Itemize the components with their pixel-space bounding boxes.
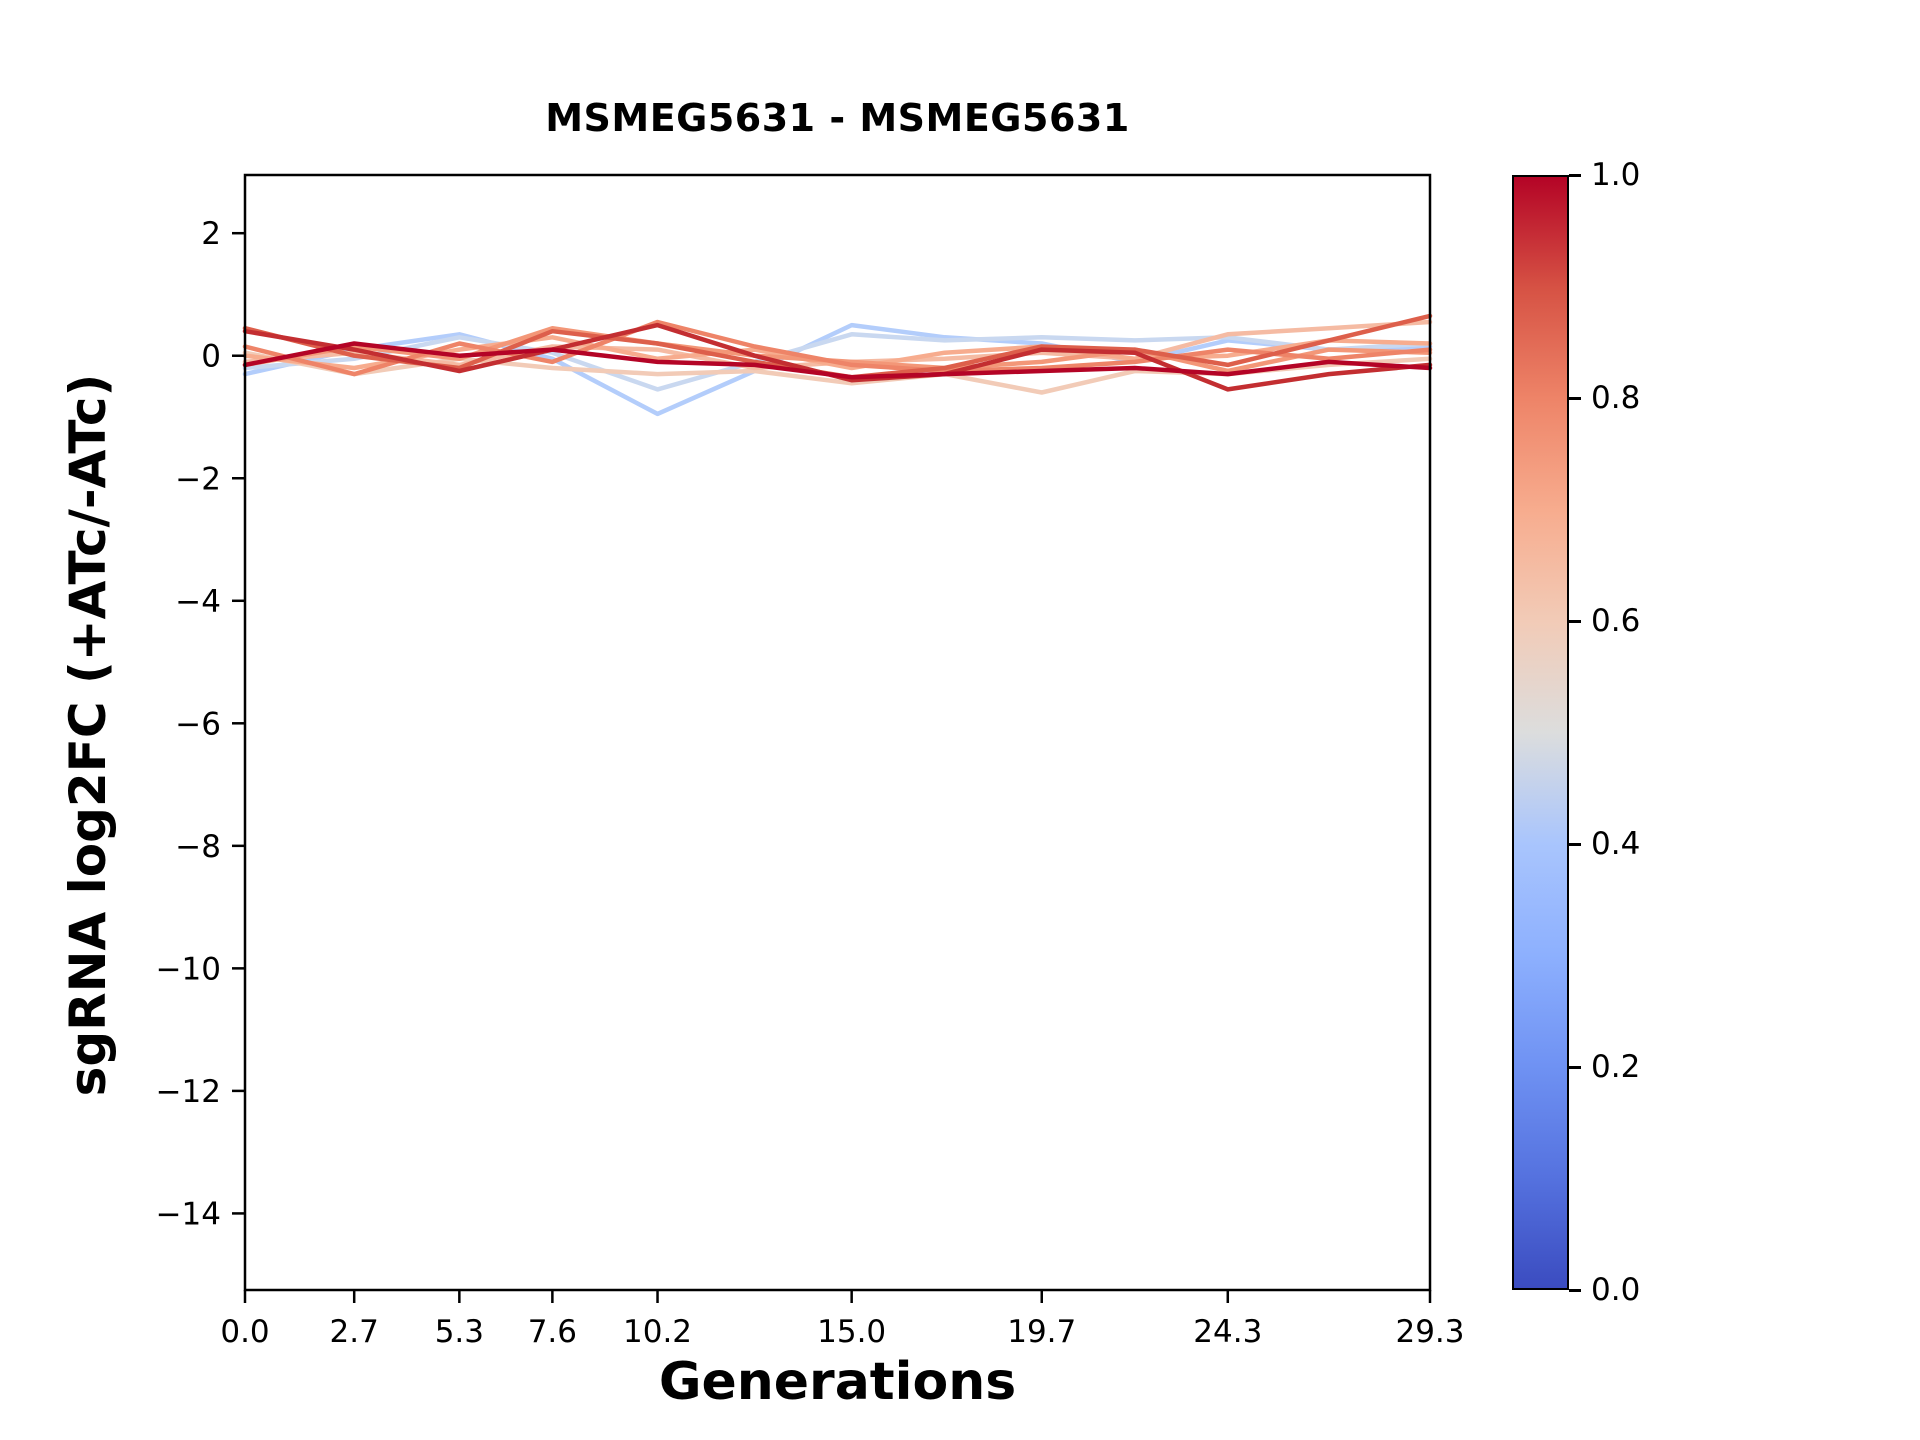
series-line — [242, 319, 1433, 377]
y-axis-label: sgRNA log2FC (+ATc/-ATc) — [59, 373, 117, 1097]
y-tick-label: −4 — [175, 584, 221, 620]
series-line — [242, 325, 1433, 374]
x-tick-label: 0.0 — [220, 1314, 269, 1350]
colorbar-tick-mark — [1569, 842, 1581, 846]
series-line — [242, 335, 1433, 371]
colorbar-tick-label: 0.6 — [1591, 603, 1641, 639]
chart-title: MSMEG5631 - MSMEG5631 — [545, 96, 1130, 140]
colorbar-tick-mark — [1569, 396, 1581, 400]
colorbar-tick-mark — [1569, 619, 1581, 623]
colorbar-tick: 1.0 — [1569, 157, 1640, 193]
y-tick-label: −10 — [156, 951, 221, 987]
series-line — [242, 322, 1433, 417]
y-tick-label: −6 — [175, 706, 221, 742]
colorbar-tick-label: 0.2 — [1591, 1049, 1641, 1085]
series-line — [242, 332, 1433, 392]
x-tick-label: 15.0 — [817, 1314, 886, 1350]
colorbar-tick-label: 0.8 — [1591, 380, 1641, 416]
y-tick-label: −2 — [175, 461, 221, 497]
y-tick-label: −12 — [156, 1074, 221, 1110]
y-tick-label: 0 — [201, 339, 221, 375]
colorbar-tick-label: 1.0 — [1591, 157, 1641, 193]
x-tick-label: 7.6 — [528, 1314, 577, 1350]
colorbar-tick: 0.0 — [1569, 1272, 1640, 1308]
colorbar-tick-mark — [1569, 1065, 1581, 1069]
y-tick-label: −8 — [175, 829, 221, 865]
x-axis-label: Generations — [658, 1352, 1017, 1412]
colorbar-ticks: 0.0 0.2 0.4 0.6 0.8 1.0 — [1569, 157, 1689, 1308]
x-tick-label: 10.2 — [623, 1314, 692, 1350]
colorbar: 0.0 0.2 0.4 0.6 0.8 1.0 — [1512, 157, 1640, 1308]
x-tick-label: 2.7 — [330, 1314, 379, 1350]
series-line — [242, 341, 1433, 380]
colorbar-tick-mark — [1569, 173, 1581, 177]
colorbar-tick-label: 0.0 — [1591, 1272, 1641, 1308]
y-tick-label: 2 — [201, 216, 221, 252]
colorbar-tick: 0.8 — [1569, 380, 1640, 416]
colorbar-tick: 0.2 — [1569, 1049, 1640, 1085]
x-tick-label: 5.3 — [435, 1314, 484, 1350]
y-tick-label: −14 — [156, 1196, 221, 1232]
colorbar-tick-label: 0.4 — [1591, 826, 1641, 862]
colorbar-gradient — [1512, 175, 1569, 1290]
x-tick-label: 24.3 — [1193, 1314, 1262, 1350]
colorbar-tick: 0.6 — [1569, 603, 1640, 639]
colorbar-tick-mark — [1569, 1288, 1581, 1292]
colorbar-tick: 0.4 — [1569, 826, 1640, 862]
x-tick-label: 29.3 — [1395, 1314, 1464, 1350]
axes-frame — [243, 173, 1432, 1292]
x-tick-label: 19.7 — [1007, 1314, 1076, 1350]
series-line — [242, 322, 1433, 392]
